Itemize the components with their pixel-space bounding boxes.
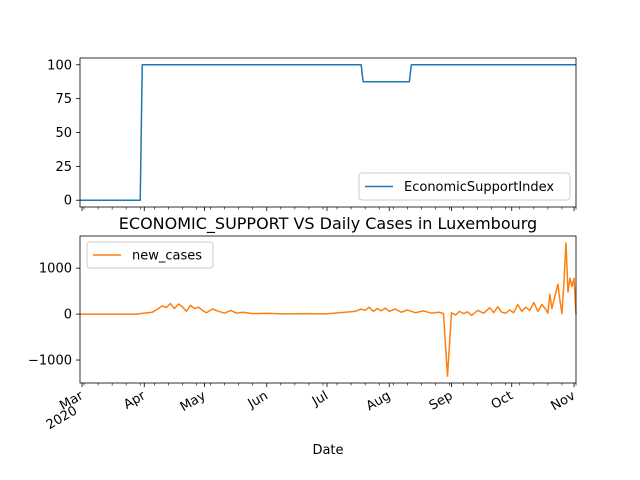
chart-title: ECONOMIC_SUPPORT VS Daily Cases in Luxem… bbox=[119, 214, 537, 234]
y-tick-label: 25 bbox=[55, 160, 72, 175]
y-tick-label: 50 bbox=[55, 126, 72, 141]
economic-support-legend: EconomicSupportIndex bbox=[358, 172, 571, 201]
daily-cases-plot-area bbox=[80, 242, 577, 377]
daily-cases-legend-box bbox=[86, 241, 214, 269]
y-tick-label: 0 bbox=[64, 308, 72, 323]
x-axis-title: Date bbox=[312, 443, 343, 458]
y-tick-label: 0 bbox=[64, 194, 72, 209]
y-tick-label: 75 bbox=[55, 92, 72, 107]
daily-cases-y-ticks: −1000 0 1000 bbox=[28, 262, 80, 369]
y-tick-label: 1000 bbox=[39, 262, 72, 277]
economic-support-plot-area bbox=[80, 64, 576, 201]
economic-support-legend-box bbox=[358, 172, 571, 201]
new-cases-line bbox=[80, 242, 577, 377]
economic-support-legend-label: EconomicSupportIndex bbox=[404, 180, 554, 195]
economic-support-line bbox=[80, 64, 576, 201]
daily-cases-legend: new_cases bbox=[86, 241, 214, 269]
x-tick-label: Jul bbox=[309, 388, 331, 409]
daily-cases-legend-label: new_cases bbox=[132, 249, 202, 264]
economic-support-panel: 0 25 50 75 100 EconomicSupportIndex bbox=[47, 57, 577, 211]
economic-support-x-ticks bbox=[81, 207, 577, 211]
daily-cases-axes-frame bbox=[79, 235, 577, 384]
y-tick-label: −1000 bbox=[28, 354, 72, 369]
economic-support-y-ticks: 0 25 50 75 100 bbox=[47, 58, 80, 209]
y-tick-label: 100 bbox=[47, 58, 72, 73]
